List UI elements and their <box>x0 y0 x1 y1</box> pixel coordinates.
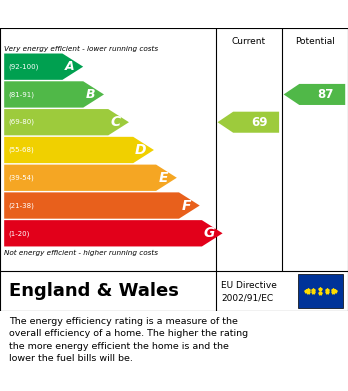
Text: B: B <box>86 88 95 101</box>
Text: 2002/91/EC: 2002/91/EC <box>221 294 273 303</box>
Text: The energy efficiency rating is a measure of the
overall efficiency of a home. T: The energy efficiency rating is a measur… <box>9 317 248 363</box>
Polygon shape <box>4 220 223 246</box>
Polygon shape <box>218 112 279 133</box>
Text: D: D <box>135 143 146 157</box>
Text: (92-100): (92-100) <box>8 63 39 70</box>
Polygon shape <box>4 192 200 219</box>
Polygon shape <box>284 84 345 105</box>
Text: C: C <box>110 115 120 129</box>
Text: (69-80): (69-80) <box>8 119 34 126</box>
Text: 69: 69 <box>251 116 268 129</box>
Text: Current: Current <box>232 36 266 45</box>
Text: Energy Efficiency Rating: Energy Efficiency Rating <box>9 7 211 22</box>
Polygon shape <box>4 109 129 135</box>
Text: (81-91): (81-91) <box>8 91 34 98</box>
Text: (21-38): (21-38) <box>8 202 34 209</box>
Text: (39-54): (39-54) <box>8 174 34 181</box>
Polygon shape <box>4 137 154 163</box>
Text: Not energy efficient - higher running costs: Not energy efficient - higher running co… <box>4 250 158 256</box>
Text: 87: 87 <box>317 88 334 101</box>
Text: Potential: Potential <box>295 36 335 45</box>
Text: G: G <box>204 226 215 240</box>
Text: E: E <box>159 171 168 185</box>
Polygon shape <box>4 165 177 191</box>
Text: (1-20): (1-20) <box>8 230 30 237</box>
Text: EU Directive: EU Directive <box>221 280 277 289</box>
Polygon shape <box>4 54 83 80</box>
Text: F: F <box>182 199 191 213</box>
Text: (55-68): (55-68) <box>8 147 34 153</box>
Polygon shape <box>4 81 104 108</box>
Bar <box>298 274 343 308</box>
Text: A: A <box>65 60 74 73</box>
Text: Very energy efficient - lower running costs: Very energy efficient - lower running co… <box>4 46 158 52</box>
Text: England & Wales: England & Wales <box>9 282 179 300</box>
